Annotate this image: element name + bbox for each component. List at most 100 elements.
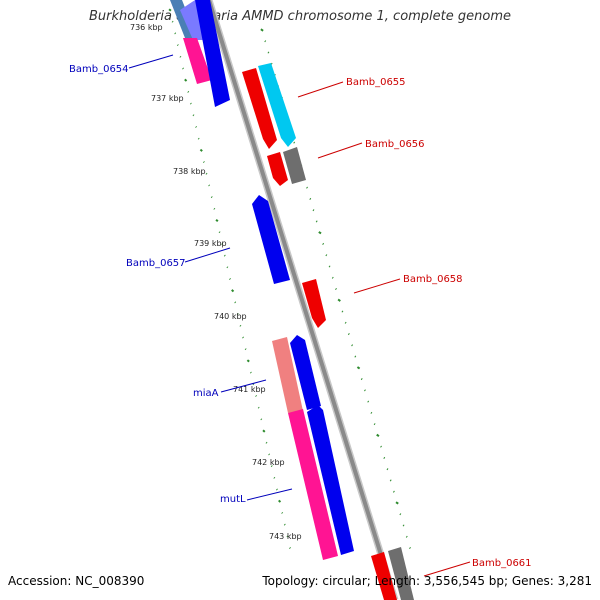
kbp-tick [267,51,270,54]
gene-bar[interactable] [258,63,296,147]
kbp-tick [255,394,258,397]
kbp-tick [335,287,337,291]
kbp-tick [405,535,408,538]
accession-text: Accession: NC_008390 [8,574,145,588]
kbp-tick [270,465,273,468]
kbp-tick [221,242,224,245]
kbp-tick [389,479,392,482]
kbp-tick [373,423,376,426]
kbp-tick-marks [168,8,411,550]
kbp-label: 743 kbp [269,532,302,541]
kbp-tick [265,441,268,444]
gene-label-bamb-0656[interactable]: Bamb_0656 [365,139,425,150]
kbp-tick [293,141,296,144]
gene-label-miaa[interactable]: miaA [193,388,219,399]
kbp-tick [189,102,192,105]
kbp-tick [187,90,190,93]
kbp-tick [205,172,208,175]
kbp-tick [395,501,399,505]
gene-bar[interactable] [252,195,290,284]
kbp-tick [249,371,252,374]
kbp-tick [360,378,363,381]
gene-label-bamb-0655[interactable]: Bamb_0655 [346,77,406,88]
gene-labels: Bamb_0654 Bamb_0655 Bamb_0656 Bamb_0657 … [69,64,532,569]
gene-bar[interactable] [371,552,397,600]
kbp-tick [182,67,184,70]
kbp-tick [195,125,198,128]
kbp-tick [289,547,291,549]
kbp-tick [260,28,264,32]
kbp-tick [367,400,370,403]
kbp-tick [257,406,260,409]
kbp-label: 740 kbp [214,312,247,321]
kbp-label: 741 kbp [233,385,266,394]
kbp-label: 742 kbp [252,458,285,467]
kbp-tick [262,429,266,433]
genome-summary-text: Topology: circular; Length: 3,556,545 bp… [262,574,592,588]
kbp-tick [215,218,219,223]
gene-label-bamb-0657[interactable]: Bamb_0657 [126,258,186,269]
gene-bar[interactable] [307,405,354,555]
kbp-tick [315,220,318,223]
chromosome-backbone [205,0,399,600]
gene-bar[interactable] [183,38,212,84]
kbp-tick [168,8,172,12]
kbp-tick [318,231,322,235]
kbp-tick [286,535,289,538]
kbp-tick [376,433,380,437]
gene-label-bamb-0654[interactable]: Bamb_0654 [69,64,129,75]
kbp-tick [347,333,350,336]
kbp-tick [210,196,213,199]
kbp-tick [322,242,325,245]
kbp-tick [218,231,221,234]
kbp-tick [244,348,247,351]
kbp-tick [409,546,411,550]
kbp-tick [236,313,239,316]
kbp-tick [337,298,341,302]
kbp-tick [309,197,312,200]
gene-bar[interactable] [283,147,306,184]
kbp-tick [223,254,226,257]
kbp-tick [399,513,402,516]
kbp-tick [246,359,250,363]
kbp-tick [197,137,200,140]
kbp-tick [270,62,273,65]
kbp-labels: 736 kbp 737 kbp 738 kbp 739 kbp 740 kbp … [130,23,302,541]
kbp-tick [179,55,182,58]
kbp-tick [234,301,237,304]
gene-bar[interactable] [388,547,414,600]
kbp-tick [341,310,344,313]
kbp-tick [281,511,284,514]
kbp-tick [328,265,331,268]
kbp-tick [226,266,229,269]
kbp-tick [402,524,405,527]
gene-bar[interactable] [290,335,321,410]
gene-bar[interactable] [267,152,288,186]
gene-bar[interactable] [272,337,303,413]
kbp-tick [283,523,286,526]
kbp-tick [208,184,211,187]
kbp-tick [264,40,267,43]
kbp-tick [268,453,271,456]
kbp-tick [278,499,282,503]
kbp-tick [380,445,382,448]
kbp-tick [370,411,373,414]
kbp-label: 739 kbp [194,239,227,248]
gene-leader-lines [128,54,471,577]
gene-features [170,0,414,600]
gene-bar[interactable] [195,0,230,107]
kbp-tick [231,289,235,293]
kbp-label: 738 kbp [173,167,206,176]
kbp-label: 737 kbp [151,94,184,103]
kbp-tick [356,366,361,370]
gene-label-bamb-0658[interactable]: Bamb_0658 [403,274,463,285]
kbp-tick [252,383,255,386]
gene-label-bamb-0661[interactable]: Bamb_0661 [472,558,532,569]
gene-bar[interactable] [242,68,277,149]
kbp-tick [199,148,203,152]
gene-bar[interactable] [302,279,326,328]
gene-label-mutl[interactable]: mutL [220,494,246,505]
gene-bar[interactable] [288,409,338,560]
